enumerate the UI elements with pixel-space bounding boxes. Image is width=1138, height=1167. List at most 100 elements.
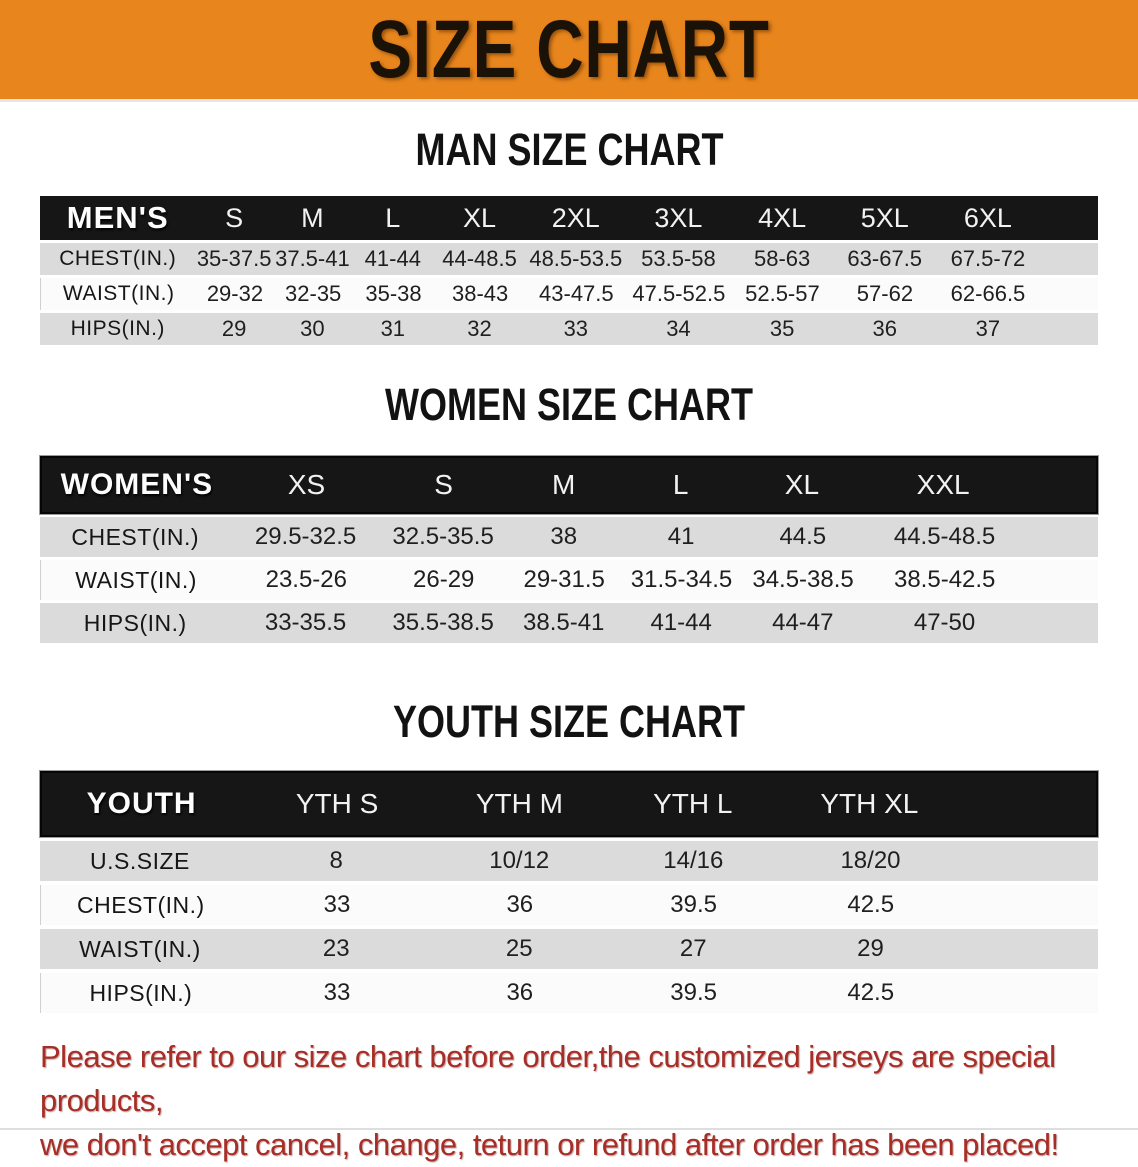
spacer-cell	[1024, 560, 1098, 600]
row-label: HIPS(IN.)	[70, 317, 165, 340]
size-value: 33	[563, 316, 589, 341]
band-label: YOUTH	[86, 787, 197, 820]
size-value: 29.5-32.5	[254, 523, 357, 550]
size-value: 62-66.5	[950, 281, 1026, 306]
column-header: L	[672, 469, 689, 500]
size-value: 23.5-26	[265, 566, 347, 593]
row-label: HIPS(IN.)	[89, 979, 193, 1006]
row-label: CHEST(IN.)	[77, 891, 205, 918]
section-heading-text: WOMEN SIZE CHART	[384, 379, 753, 430]
size-value: 67.5-72	[950, 246, 1026, 271]
size-value: 29	[857, 935, 884, 962]
column-header: S	[434, 469, 453, 500]
spacer-cell	[1040, 278, 1098, 310]
band-label: MEN'S	[66, 200, 169, 235]
column-header: S	[225, 202, 244, 233]
column-header: XS	[287, 469, 326, 500]
size-value: 41	[667, 523, 695, 550]
size-value: 23	[322, 935, 350, 962]
size-value: 39.5	[670, 891, 718, 918]
size-value: 57-62	[856, 281, 914, 306]
size-value: 35-38	[365, 281, 422, 306]
size-value: 41-44	[650, 609, 712, 636]
size-value: 33-35.5	[264, 609, 347, 636]
size-table-women: WOMEN'S XS S M L XL XXL CHEST(IN.) 29.5-32.5 32.5…	[40, 456, 1098, 643]
column-header: 5XL	[860, 202, 909, 233]
size-value: 26-29	[413, 566, 475, 593]
size-value: 44.5-48.5	[893, 523, 996, 550]
section-heading-text: YOUTH SIZE CHART	[392, 696, 745, 747]
size-value: 53.5-58	[641, 246, 716, 271]
spacer-cell	[1024, 517, 1098, 557]
column-header: L	[385, 202, 401, 233]
column-header: 2XL	[551, 202, 600, 233]
table-row: WAIST(IN.) 23.5-26 26-29 29-31.5 31.5-34.5 34…	[40, 560, 1098, 600]
size-value: 32.5-35.5	[392, 523, 494, 550]
row-label: U.S.SIZE	[90, 847, 190, 874]
bottom-divider	[0, 1128, 1138, 1130]
size-value: 42.5	[847, 891, 895, 918]
section-heading-youth: YOUTH SIZE CHART	[0, 698, 1138, 746]
size-value: 27	[679, 935, 707, 962]
size-table-men: MEN'S S M L XL 2XL 3XL 4XL 5XL 6XL CHEST(IN.) 35-37…	[40, 196, 1098, 345]
size-value: 47.5-52.5	[632, 281, 726, 306]
size-value: 34	[666, 316, 691, 341]
spacer-cell	[960, 841, 1098, 881]
size-value: 8	[329, 847, 343, 874]
size-table-youth: YOUTH YTH S YTH M YTH L YTH XL U.S.SIZE 8 10/12…	[40, 771, 1098, 1013]
column-header: M	[552, 469, 576, 500]
size-value: 29-32	[206, 281, 264, 306]
table-row: HIPS(IN.) 33-35.5 35.5-38.5 38.5-41 41-44 44-…	[40, 603, 1098, 643]
spacer-cell	[1040, 196, 1098, 240]
size-value: 25	[505, 935, 533, 962]
size-value: 35-37.5	[196, 246, 272, 271]
size-value: 33	[323, 891, 351, 918]
size-value: 32	[467, 316, 492, 341]
size-value: 30	[300, 316, 325, 341]
size-value: 37.5-41	[275, 246, 350, 271]
spacer-cell	[959, 773, 1096, 835]
size-value: 36	[506, 979, 534, 1006]
size-value: 44.5	[779, 523, 827, 550]
spacer-cell	[1022, 458, 1096, 512]
size-value: 43-47.5	[539, 281, 614, 306]
column-header: YTH M	[475, 788, 563, 819]
size-section-women: WOMEN SIZE CHART WOMEN'S XS S M L XL XXL CHEST(I…	[0, 381, 1138, 643]
size-value: 29-31.5	[523, 566, 605, 593]
size-value: 29	[221, 316, 247, 341]
column-header: YTH L	[653, 788, 733, 819]
size-section-men: MAN SIZE CHART MEN'S S M L XL 2XL 3XL 4XL 5XL 6XL C…	[0, 126, 1138, 345]
size-band: MEN'S S M L XL 2XL 3XL 4XL 5XL 6XL	[40, 196, 1098, 240]
table-row: HIPS(IN.) 33 36 39.5 42.5	[40, 973, 1098, 1013]
row-label: WAIST(IN.)	[75, 566, 197, 593]
size-value: 14/16	[663, 847, 724, 874]
size-value: 31.5-34.5	[630, 566, 733, 593]
spacer-cell	[961, 973, 1098, 1013]
size-value: 48.5-53.5	[529, 246, 623, 271]
size-value: 38.5-42.5	[893, 566, 996, 593]
size-value: 47-50	[913, 609, 976, 636]
section-heading-men: MAN SIZE CHART	[0, 126, 1138, 174]
table-row: CHEST(IN.) 35-37.5 37.5-41 41-44 44-48.5 48.5…	[40, 243, 1098, 275]
sections-container: MAN SIZE CHART MEN'S S M L XL 2XL 3XL 4XL 5XL 6XL C…	[0, 126, 1138, 1013]
table-row: HIPS(IN.) 29 30 31 32 33 34 35 36 37	[40, 313, 1098, 345]
spacer-cell	[961, 885, 1098, 925]
banner: SIZE CHART	[0, 0, 1138, 102]
disclaimer-line-1: Please refer to our size chart before or…	[40, 1039, 1056, 1118]
size-value: 38	[550, 523, 578, 550]
row-label: WAIST(IN.)	[79, 935, 201, 962]
size-value: 18/20	[840, 847, 901, 874]
table-row: WAIST(IN.) 29-32 32-35 35-38 38-43 43-47.5 47.…	[40, 278, 1098, 310]
size-value: 52.5-57	[745, 281, 820, 306]
size-value: 10/12	[489, 847, 550, 874]
size-value: 58-63	[753, 246, 811, 271]
size-value: 38-43	[452, 281, 509, 306]
column-header: XL	[784, 469, 820, 500]
size-value: 36	[872, 316, 897, 341]
column-header: YTH XL	[820, 788, 919, 819]
size-value: 38.5-41	[523, 609, 605, 636]
column-header: 3XL	[654, 202, 703, 233]
table-row: WAIST(IN.) 23 25 27 29	[40, 929, 1098, 969]
size-value: 44-47	[772, 609, 834, 636]
spacer-cell	[1040, 313, 1098, 345]
